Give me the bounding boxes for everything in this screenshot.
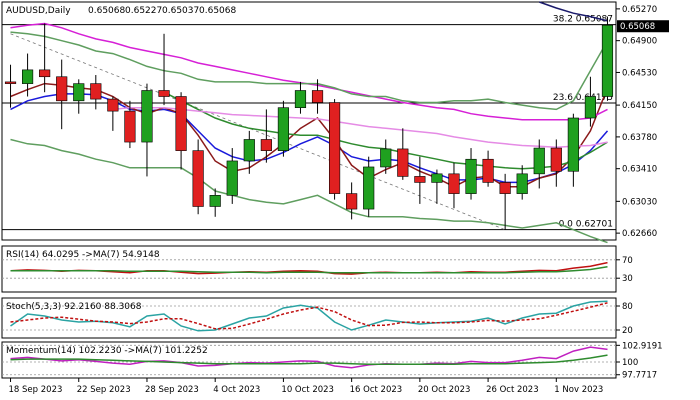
main-price-panel: 38.2 0.65087 23.6 0.64175 0.0 0.62701 AUDUS…: [1, 1, 669, 244]
bull-candle: [363, 166, 375, 210]
y-tick-label: 0.62660: [622, 229, 657, 239]
bear-candle: [175, 96, 187, 151]
y-tick-label: 0.65270: [622, 5, 657, 15]
ohlc-value: 0.65227: [125, 6, 162, 16]
stoch--d-line: [10, 302, 608, 330]
x-tick-label: 28 Sep 2023: [145, 385, 199, 395]
bear-candle: [448, 173, 460, 194]
bull-candle: [533, 147, 545, 175]
bull-candle: [584, 96, 597, 119]
x-tick-label: 10 Oct 2023: [281, 385, 334, 395]
bear-candle: [346, 193, 358, 210]
momentum-tick-label: 102.9191: [622, 341, 663, 351]
bull-candle: [567, 117, 579, 172]
bear-candle: [56, 76, 68, 102]
rsi-tick-label: 30: [622, 274, 633, 284]
bear-candle: [482, 158, 494, 183]
momentum-panel-frame: [1, 341, 617, 379]
fib-level-label: 23.6 0.64175: [553, 93, 613, 103]
fib-level-label: 0.0 0.62701: [559, 220, 613, 230]
bear-candle: [124, 110, 136, 143]
bull-candle: [209, 195, 221, 207]
ma-navy-line: [539, 1, 608, 22]
bear-candle: [499, 182, 511, 194]
last-price-tag-box: [617, 20, 669, 33]
bear-candle: [158, 90, 170, 97]
stoch-legend: Stoch(5,3,3) 92.2160 88.3068: [6, 302, 142, 312]
stoch-tick-label: 80: [622, 302, 633, 312]
y-tick-label: 0.63030: [622, 197, 657, 207]
ohlc-value: 0.65037: [162, 6, 199, 16]
bull-candle: [601, 24, 614, 97]
last-price-tag: 0.65068: [620, 22, 655, 32]
momentum-ma-7-line: [10, 354, 608, 366]
ma-violet-line: [112, 106, 608, 148]
bull-candle: [277, 107, 290, 151]
bull-candle: [465, 158, 477, 194]
bear-candle: [397, 148, 409, 177]
main-panel-frame: [1, 1, 617, 241]
bull-candle: [380, 148, 392, 168]
x-tick-label: 26 Oct 2023: [486, 385, 539, 395]
y-tick-label: 0.64530: [622, 68, 657, 78]
momentum-momentum-14-line: [10, 346, 608, 369]
bear-candle: [90, 83, 102, 100]
bear-candle: [107, 98, 119, 112]
bull-candle: [243, 139, 255, 162]
x-tick-label: 4 Oct 2023: [213, 385, 260, 395]
x-tick-label: 16 Oct 2023: [350, 385, 403, 395]
rsi-ma-7-line: [10, 265, 608, 274]
x-axis: 18 Sep 2023 22 Sep 2023 28 Sep 2023 4 Oct 2…: [9, 378, 603, 395]
bb-upper-line: [10, 31, 609, 111]
stochastic-panel: 80 20 Stoch(5,3,3) 92.2160 88.3068: [1, 297, 633, 339]
bull-candle: [21, 69, 34, 84]
bull-candle: [431, 173, 443, 183]
rsi-legend: RSI(14) 64.0295 ->MA(7) 54.9148: [6, 250, 160, 260]
bear-candle: [414, 176, 426, 183]
bear-candle: [311, 90, 324, 103]
y-tick-label: 0.63780: [622, 133, 657, 143]
ohlc-value: 0.65068: [199, 6, 236, 16]
bear-candle: [192, 150, 204, 207]
momentum-panel: 102.9191 100 97.7717 Momentum(14) 102.2230 …: [1, 341, 663, 381]
momentum-tick-label: 97.7717: [622, 371, 657, 381]
x-tick-label: 22 Sep 2023: [77, 385, 131, 395]
rsi-panel: 70 30 RSI(14) 64.0295 ->MA(7) 54.9148: [1, 245, 633, 293]
stoch-panel-frame: [1, 297, 617, 339]
x-tick-label: 1 Nov 2023: [554, 385, 603, 395]
momentum-legend: Momentum(14) 102.2230 ->MA(7) 101.2252: [6, 346, 208, 356]
rsi-panel-frame: [1, 245, 617, 293]
bull-candle: [516, 173, 528, 194]
y-tick-label: 0.63410: [622, 165, 657, 175]
bull-candle: [73, 83, 85, 102]
chart-title: AUDUSD,Daily: [6, 6, 71, 16]
ohlc-value: 0.65068: [88, 6, 125, 16]
stoch-tick-label: 20: [622, 326, 633, 336]
y-tick-label: 0.64900: [622, 37, 657, 47]
bear-candle: [550, 147, 562, 172]
x-tick-label: 18 Sep 2023: [9, 385, 63, 395]
bb-lower-line: [10, 138, 608, 244]
bear-candle: [260, 139, 272, 151]
bear-candle: [328, 102, 341, 194]
bull-candle: [141, 90, 153, 143]
trendline: [10, 33, 506, 231]
x-tick-label: 20 Oct 2023: [418, 385, 471, 395]
bear-candle: [39, 69, 51, 78]
fib-level-label: 38.2 0.65087: [553, 15, 613, 25]
bull-candle: [294, 90, 307, 108]
rsi-tick-label: 70: [622, 256, 633, 266]
y-tick-label: 0.64150: [622, 101, 657, 111]
bull-candle: [226, 160, 238, 196]
momentum-tick-label: 100: [622, 358, 638, 368]
bear-candle: [4, 81, 17, 84]
